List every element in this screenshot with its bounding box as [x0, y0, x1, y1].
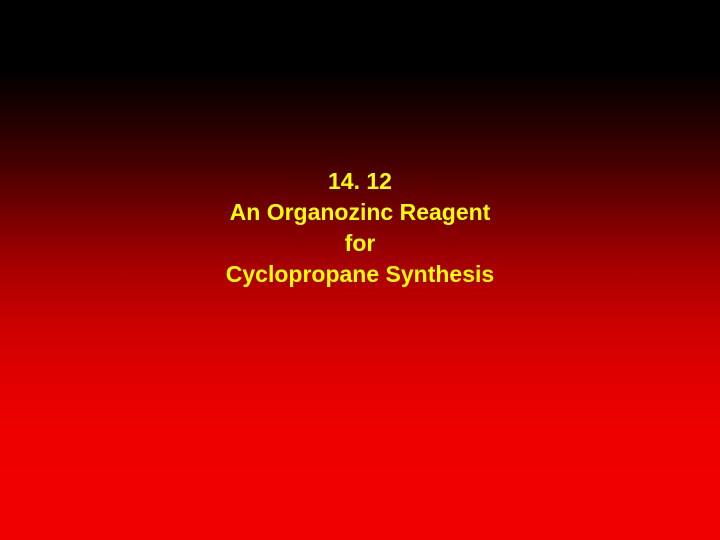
title-line-3: for: [0, 228, 720, 259]
title-line-1: 14. 12: [0, 166, 720, 197]
title-line-4: Cyclopropane Synthesis: [0, 259, 720, 290]
slide-title-block: 14. 12 An Organozinc Reagent for Cyclopr…: [0, 166, 720, 290]
slide-background: 14. 12 An Organozinc Reagent for Cyclopr…: [0, 0, 720, 540]
title-line-2: An Organozinc Reagent: [0, 197, 720, 228]
